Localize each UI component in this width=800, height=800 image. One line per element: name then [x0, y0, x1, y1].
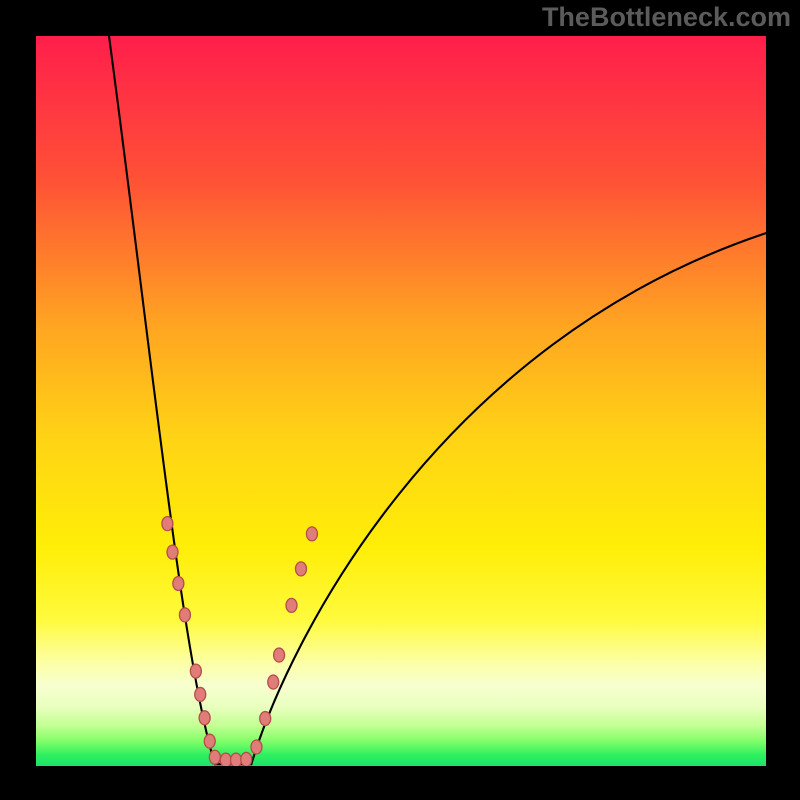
marker-point: [199, 711, 210, 725]
marker-point: [241, 752, 252, 766]
marker-point: [195, 687, 206, 701]
marker-point: [190, 664, 201, 678]
marker-point: [231, 753, 242, 766]
gradient-background: [36, 36, 766, 766]
marker-point: [274, 648, 285, 662]
marker-point: [268, 675, 279, 689]
marker-point: [204, 734, 215, 748]
marker-point: [162, 517, 173, 531]
marker-point: [167, 545, 178, 559]
marker-point: [260, 712, 271, 726]
marker-point: [306, 527, 317, 541]
chart-container: TheBottleneck.com: [0, 0, 800, 800]
watermark-text: TheBottleneck.com: [542, 2, 791, 33]
marker-point: [179, 608, 190, 622]
marker-point: [209, 750, 220, 764]
chart-plot: [36, 36, 766, 766]
marker-point: [220, 753, 231, 766]
marker-point: [173, 577, 184, 591]
marker-point: [251, 740, 262, 754]
marker-point: [295, 562, 306, 576]
marker-point: [286, 598, 297, 612]
